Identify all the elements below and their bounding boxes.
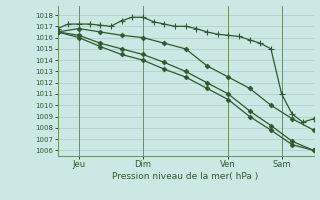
X-axis label: Pression niveau de la mer( hPa ): Pression niveau de la mer( hPa ) — [112, 172, 259, 181]
